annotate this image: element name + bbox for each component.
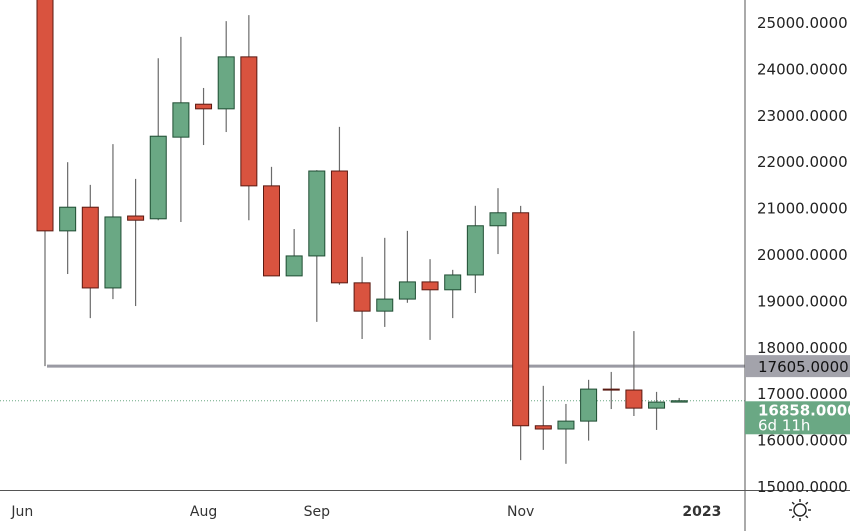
time-tick-label: Nov (507, 504, 534, 520)
candle[interactable] (444, 269, 462, 319)
price-tick-label: 15000.0000 (757, 478, 848, 496)
time-tick-label: 2023 (682, 504, 721, 520)
candle[interactable] (648, 391, 666, 430)
candle-body (421, 281, 439, 291)
candle[interactable] (149, 58, 167, 221)
candle-body (534, 425, 552, 430)
candle-body (59, 206, 77, 232)
horizontal-line-price-label-bg (745, 355, 850, 378)
candle[interactable] (308, 170, 326, 322)
time-tick-label: Aug (190, 504, 217, 520)
candle-body (489, 212, 507, 227)
last-price-label: 16858.0000 (758, 401, 850, 419)
candle-body (195, 103, 213, 110)
price-tick-label: 16000.0000 (757, 432, 848, 450)
candle[interactable] (421, 259, 439, 340)
candle[interactable] (602, 371, 620, 410)
last-price-label-bg (745, 401, 850, 435)
candles-layer (36, 0, 688, 464)
time-tick-label: Sep (304, 504, 331, 520)
candle-body (398, 281, 416, 300)
candle-body (625, 389, 643, 409)
candle[interactable] (376, 237, 394, 327)
candle[interactable] (353, 256, 371, 339)
candle-body (149, 135, 167, 220)
candle-body (240, 56, 258, 187)
candle[interactable] (104, 144, 122, 300)
candle-body (308, 170, 326, 257)
price-tick-label: 24000.0000 (757, 60, 848, 78)
candle-body (557, 420, 575, 430)
candle[interactable] (670, 397, 688, 403)
candle[interactable] (489, 188, 507, 255)
candle-body (580, 388, 598, 422)
candle-body (81, 206, 99, 289)
time-axis[interactable]: Jun Aug Sep Nov 2023 (10, 504, 721, 520)
bar-countdown-label: 6d 11h (758, 416, 810, 434)
price-tick-label: 20000.0000 (757, 246, 848, 264)
candle[interactable] (285, 229, 303, 277)
price-tick-label: 23000.0000 (757, 107, 848, 125)
candle-body (444, 274, 462, 291)
price-tick-label: 22000.0000 (757, 153, 848, 171)
candle[interactable] (195, 87, 213, 146)
candle-body (172, 102, 190, 138)
candle[interactable] (59, 162, 77, 275)
candle-body (512, 212, 530, 427)
candle-body (376, 298, 394, 312)
sun-gear-icon[interactable] (789, 499, 811, 521)
candle-body (217, 56, 235, 110)
candle[interactable] (580, 379, 598, 441)
candle[interactable] (557, 403, 575, 464)
candle[interactable] (217, 21, 235, 133)
candle[interactable] (512, 205, 530, 461)
candle-body (353, 282, 371, 312)
candle[interactable] (625, 331, 643, 417)
horizontal-line-layer[interactable] (0, 364, 745, 402)
price-tick-label: 18000.0000 (757, 339, 848, 357)
candle[interactable] (263, 166, 280, 277)
candle[interactable] (466, 205, 484, 294)
price-tick-label: 21000.0000 (757, 200, 848, 218)
candle-body (104, 216, 122, 289)
candle[interactable] (127, 178, 145, 307)
candle-body (648, 401, 666, 409)
time-tick-label: Jun (10, 504, 33, 520)
price-axis[interactable]: 15000.0000 16000.0000 17000.0000 18000.0000… (757, 14, 848, 496)
candle-body (285, 255, 303, 277)
candle[interactable] (81, 184, 99, 319)
candle[interactable] (36, 0, 54, 367)
candle[interactable] (172, 36, 190, 223)
candle[interactable] (534, 385, 552, 450)
candle[interactable] (330, 126, 348, 285)
candle-body (602, 388, 620, 391)
candle-body (466, 225, 484, 276)
price-tick-label: 17000.0000 (757, 385, 848, 403)
candle[interactable] (240, 15, 258, 221)
candle-body (670, 400, 688, 403)
candle-body (36, 0, 54, 232)
candle-body (330, 170, 348, 284)
horizontal-line-price-label: 17605.0000 (758, 358, 849, 376)
candle-body (127, 215, 145, 221)
candle[interactable] (398, 230, 416, 303)
price-tick-label: 25000.0000 (757, 14, 848, 32)
candle-body (263, 185, 280, 277)
price-tick-label: 19000.0000 (757, 292, 848, 310)
